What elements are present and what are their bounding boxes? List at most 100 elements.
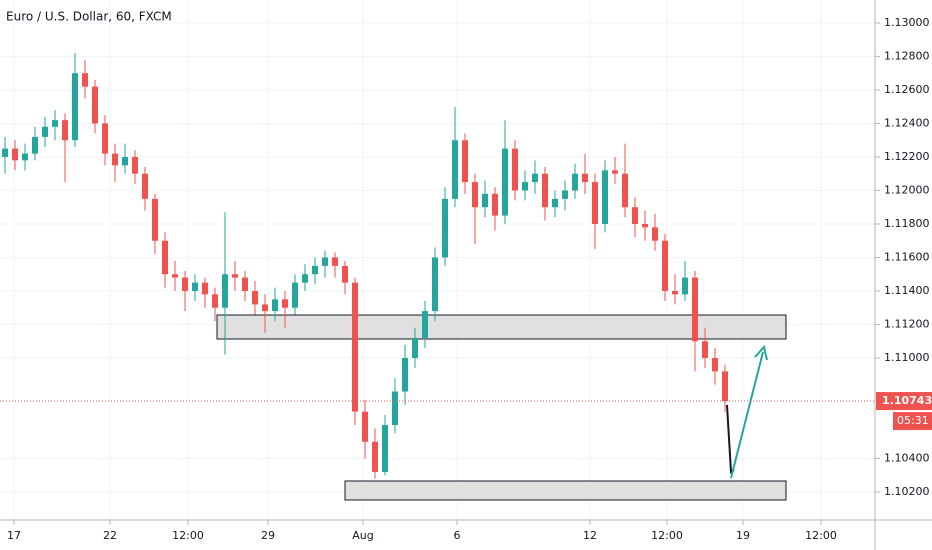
candle-body	[172, 274, 178, 278]
candle-body	[112, 153, 118, 166]
x-tick-label: 12:00	[805, 529, 837, 542]
chart-title: Euro / U.S. Dollar, 60, FXCM	[6, 10, 172, 24]
candle-body	[192, 282, 198, 291]
candle-body	[252, 290, 258, 305]
y-tick-label: 1.10400	[884, 452, 930, 465]
y-tick-label: 1.11400	[884, 284, 930, 297]
candle-body	[282, 299, 288, 308]
candle-body	[352, 282, 358, 412]
candle-body	[562, 190, 568, 199]
candle-body	[482, 193, 488, 208]
candle-body	[42, 126, 48, 137]
x-tick-label: 17	[7, 529, 21, 542]
candle-body	[472, 182, 478, 208]
candle-body	[452, 140, 458, 199]
x-tick-label: 12:00	[651, 529, 683, 542]
candle-body	[582, 173, 588, 183]
candle-body	[182, 277, 188, 291]
y-tick-label: 1.11600	[884, 250, 930, 263]
candle-body	[442, 198, 448, 258]
x-tick-label: 12	[583, 529, 597, 542]
candle-body	[152, 198, 158, 241]
candle-body	[652, 227, 658, 241]
candle-body	[692, 277, 698, 342]
y-tick-label: 1.11200	[884, 317, 930, 330]
candle-body	[122, 156, 128, 166]
candle-body	[432, 257, 438, 312]
candle-body	[702, 341, 708, 359]
candle-body	[662, 240, 668, 291]
last-price-label: 1.10743	[882, 394, 932, 407]
candle-body	[362, 411, 368, 442]
candle-body	[372, 441, 378, 472]
candle-body	[532, 173, 538, 183]
y-tick-label: 1.11000	[884, 351, 930, 364]
candle-body	[722, 371, 728, 402]
arrow-head	[754, 344, 768, 361]
candle-body	[302, 274, 308, 283]
candle-body	[12, 148, 18, 161]
candle-body	[672, 290, 678, 295]
candle-body	[712, 358, 718, 372]
candle-body	[332, 257, 338, 266]
x-tick-label: 12:00	[172, 529, 204, 542]
candle-body	[232, 274, 238, 278]
candle-body	[32, 136, 38, 154]
candle-body	[522, 182, 528, 191]
candle-body	[402, 358, 408, 392]
candle-body	[682, 277, 688, 295]
zone-rectangle	[344, 480, 787, 501]
candle-body	[572, 173, 578, 191]
candle-body	[202, 282, 208, 295]
candle-body	[212, 294, 218, 308]
candle-body	[272, 299, 278, 312]
x-tick-label: 6	[454, 529, 461, 542]
countdown-label: 05:31	[897, 414, 929, 427]
candle-body	[422, 311, 428, 338]
y-tick-label: 1.11800	[884, 217, 930, 230]
y-tick-label: 1.12800	[884, 49, 930, 62]
candle-body	[102, 123, 108, 154]
candle-body	[462, 140, 468, 183]
candle-body	[132, 156, 138, 174]
y-tick-label: 1.12000	[884, 183, 930, 196]
candle-body	[622, 173, 628, 208]
candle-body	[382, 425, 388, 472]
arrow-line	[730, 351, 764, 479]
candle-body	[552, 198, 558, 208]
candle-body	[392, 391, 398, 426]
candle-body	[2, 148, 8, 157]
candle-body	[52, 120, 58, 127]
last-price-tag	[876, 392, 932, 411]
candle-body	[322, 257, 328, 266]
candle-body	[62, 120, 68, 141]
candle-body	[222, 274, 228, 308]
countdown-tag	[893, 412, 932, 431]
y-tick-label: 1.12600	[884, 83, 930, 96]
x-tick-label: Aug	[352, 529, 373, 542]
candle-body	[542, 173, 548, 208]
candle-body	[142, 173, 148, 199]
candle-body	[502, 148, 508, 216]
y-tick-label: 1.12400	[884, 116, 930, 129]
candle-body	[82, 73, 88, 87]
x-tick-label: 22	[103, 529, 117, 542]
candle-body	[602, 170, 608, 224]
candle-body	[262, 304, 268, 312]
y-tick-label: 1.12200	[884, 150, 930, 163]
x-tick-label: 29	[261, 529, 275, 542]
zone-rectangle	[216, 314, 787, 340]
candles	[2, 53, 728, 479]
candle-body	[642, 223, 648, 228]
candle-body	[492, 193, 498, 216]
y-tick-label: 1.10200	[884, 485, 930, 498]
axes: 1.10200 1.10400 1.11000 1.11200 1.11400 1.116…	[0, 16, 932, 542]
candle-body	[342, 265, 348, 283]
candle-body	[242, 277, 248, 291]
candle-body	[292, 282, 298, 308]
candle-body	[72, 73, 78, 141]
candle-body	[592, 182, 598, 224]
